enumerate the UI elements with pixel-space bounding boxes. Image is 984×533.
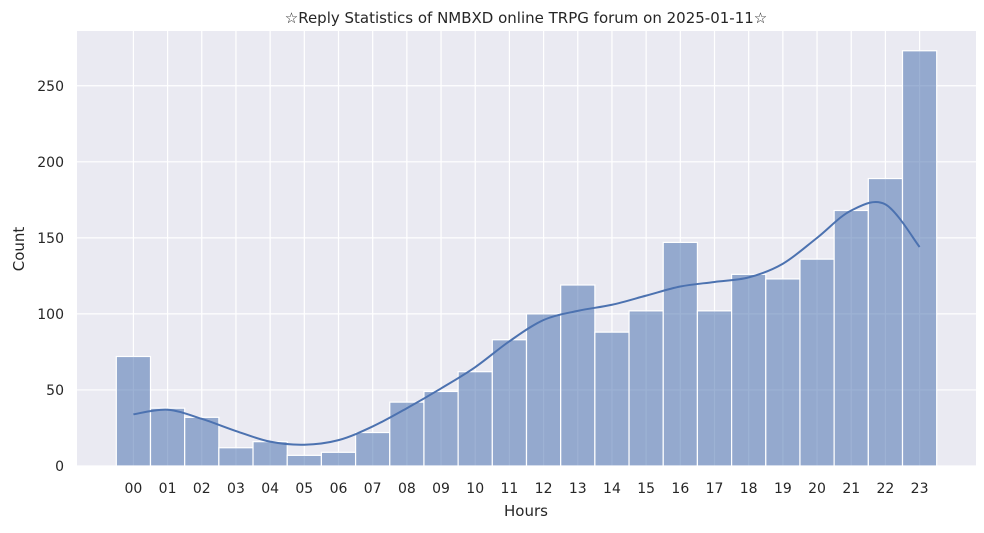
bar-15 [628, 310, 664, 467]
x-tick-label: 13 [569, 481, 587, 497]
x-tick-label: 09 [432, 481, 450, 497]
bar-18 [730, 273, 767, 467]
y-tick-label: 0 [55, 459, 64, 475]
x-tick-label: 21 [842, 481, 860, 497]
bar-22 [867, 177, 904, 467]
x-tick-label: 08 [398, 481, 416, 497]
x-axis-label: Hours [504, 502, 548, 520]
bar-19 [765, 278, 801, 467]
x-tick-labels: 00 01 02 03 04 05 06 07 08 09 10 11 12 13 14 15 16 17 18 19… [124, 481, 928, 497]
x-tick-label: 14 [603, 481, 621, 497]
kde-line [133, 200, 921, 446]
x-tick-label: 16 [671, 481, 689, 497]
bar-11 [491, 339, 528, 467]
bar-07 [354, 431, 391, 467]
x-tick-label: 03 [227, 481, 245, 497]
bar-14 [594, 331, 630, 467]
x-tick-label: 04 [261, 481, 279, 497]
x-tick-label: 17 [706, 481, 724, 497]
x-tick-label: 00 [124, 481, 142, 497]
bar-23 [901, 50, 938, 467]
x-tick-label: 07 [364, 481, 382, 497]
chart-title: ☆Reply Statistics of NMBXD online TRPG f… [285, 9, 768, 27]
y-tick-label: 50 [46, 383, 64, 399]
x-tick-label: 02 [193, 481, 211, 497]
x-tick-label: 22 [877, 481, 895, 497]
x-tick-label: 11 [500, 481, 518, 497]
bar-17 [696, 310, 733, 467]
bar-05 [286, 454, 323, 467]
x-tick-label: 15 [637, 481, 655, 497]
bar-02 [184, 416, 220, 467]
y-axis-label: Count [10, 227, 28, 272]
x-tick-label: 05 [295, 481, 313, 497]
y-tick-label: 150 [37, 231, 64, 247]
bars [115, 50, 938, 467]
bar-10 [457, 371, 493, 467]
x-tick-label: 12 [535, 481, 553, 497]
y-tick-label: 100 [37, 307, 64, 323]
bar-21 [833, 209, 869, 467]
y-tick-labels: 0 50 100 150 200 250 [37, 79, 64, 475]
bar-04 [252, 441, 288, 467]
bar-08 [389, 401, 425, 467]
y-tick-label: 250 [37, 79, 64, 95]
x-tick-label: 10 [466, 481, 484, 497]
x-tick-label: 18 [740, 481, 758, 497]
x-tick-label: 01 [159, 481, 177, 497]
bar-01 [149, 407, 186, 467]
x-tick-label: 06 [330, 481, 348, 497]
x-tick-label: 19 [774, 481, 792, 497]
x-tick-label: 20 [808, 481, 826, 497]
bar-12 [525, 313, 562, 467]
bar-03 [218, 447, 254, 467]
bar-09 [423, 390, 459, 467]
bar-13 [560, 284, 596, 467]
y-tick-label: 200 [37, 155, 64, 171]
bar-16 [662, 241, 699, 467]
bar-20 [799, 258, 835, 467]
x-tick-label: 23 [911, 481, 929, 497]
bar-06 [320, 451, 357, 467]
